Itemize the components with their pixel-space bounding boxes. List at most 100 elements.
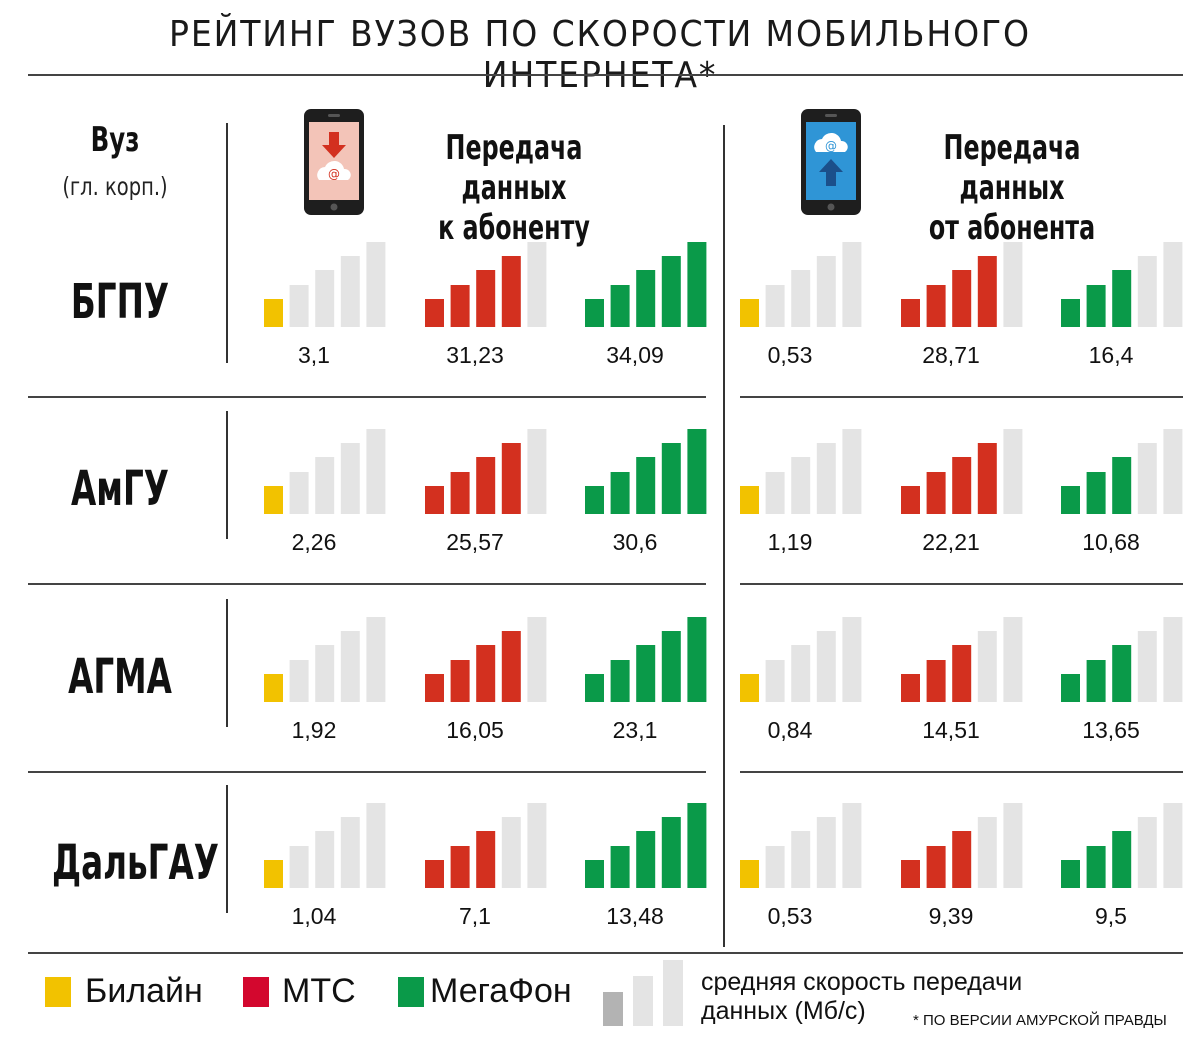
signal-bar-3	[476, 270, 496, 327]
download-value-megafon: 23,1	[612, 717, 658, 743]
signal-bar-2	[450, 660, 470, 702]
legend-beeline-label: Билайн	[85, 972, 203, 1010]
signal-bar-4	[501, 631, 521, 702]
signal-bar-1	[425, 486, 444, 514]
signal-bars-download-mts-row3	[425, 617, 547, 702]
signal-bar-4	[501, 817, 521, 888]
signal-bar-2	[765, 285, 785, 327]
signal-bar-4	[1137, 256, 1157, 327]
signal-bar-2	[289, 285, 309, 327]
signal-bar-2	[610, 660, 630, 702]
signal-bar-5	[1163, 242, 1183, 327]
signal-bars-upload-beeline-row1	[740, 242, 862, 327]
row-separator-right	[740, 396, 1183, 398]
signal-bar-5	[1003, 242, 1023, 327]
signal-bar-5	[1003, 617, 1023, 702]
download-value-mts: 7,1	[459, 903, 491, 929]
signal-bar-3	[952, 645, 972, 702]
signal-bars-download-beeline-row3	[264, 617, 386, 702]
signal-bar-3	[636, 645, 656, 702]
signal-bar-5	[842, 803, 862, 888]
signal-bar-2	[926, 285, 946, 327]
svg-text:@: @	[328, 167, 340, 181]
signal-bar-3	[315, 270, 335, 327]
signal-bar-5	[527, 617, 547, 702]
signal-bar-5	[527, 429, 547, 514]
signal-bar-1	[901, 299, 920, 327]
upload-value-beeline: 1,19	[767, 529, 813, 555]
signal-bar-3	[1112, 457, 1132, 514]
phone-download-icon: @	[304, 109, 364, 215]
signal-bar-2	[450, 472, 470, 514]
signal-bar-1	[585, 674, 604, 702]
download-value-beeline: 1,04	[291, 903, 337, 929]
svg-text:@: @	[825, 139, 837, 153]
upload-header-line1: Передача данных	[943, 128, 1081, 208]
download-value-mts: 16,05	[446, 717, 504, 743]
signal-bar-4	[977, 817, 997, 888]
signal-bar-3	[1112, 831, 1132, 888]
signal-bars-download-mts-row1	[425, 242, 547, 327]
signal-bar-3	[636, 457, 656, 514]
signal-bar-1	[901, 674, 920, 702]
signal-bar-5	[687, 242, 707, 327]
upload-value-beeline: 0,53	[767, 903, 813, 929]
signal-bar-1	[740, 860, 759, 888]
signal-bar-4	[661, 817, 681, 888]
signal-bars-upload-mts-row4	[901, 803, 1023, 888]
signal-bar-1	[740, 299, 759, 327]
signal-bars-upload-mts-row1	[901, 242, 1023, 327]
signal-bar-1	[585, 486, 604, 514]
signal-bars-download-megafon-row3	[585, 617, 707, 702]
title-divider	[28, 74, 1183, 76]
signal-bar-3	[952, 831, 972, 888]
signal-bar-1	[740, 674, 759, 702]
vuz-header: Вуз	[90, 120, 140, 160]
legend-megafon-swatch	[398, 977, 424, 1007]
signal-bar-4	[501, 443, 521, 514]
row-separator-right	[740, 771, 1183, 773]
signal-bar-2	[610, 846, 630, 888]
signal-bars-upload-beeline-row2	[740, 429, 862, 514]
university-label: БГПУ	[70, 274, 170, 330]
download-value-beeline: 1,92	[291, 717, 337, 743]
signal-bar-4	[1137, 443, 1157, 514]
upload-value-beeline: 0,53	[767, 342, 813, 368]
signal-bars-upload-megafon-row1	[1061, 242, 1183, 327]
signal-bar-5	[687, 617, 707, 702]
signal-bar-3	[476, 831, 496, 888]
signal-bar-5	[687, 803, 707, 888]
row-separator-left	[28, 771, 706, 773]
signal-bar-1	[1061, 860, 1080, 888]
signal-bar-5	[366, 429, 386, 514]
signal-bar-4	[661, 443, 681, 514]
signal-bar-3	[791, 270, 811, 327]
signal-bar-2	[1086, 660, 1106, 702]
signal-bar-3	[1112, 270, 1132, 327]
signal-bar-3	[315, 831, 335, 888]
upload-value-mts: 28,71	[922, 342, 980, 368]
signal-bar-1	[425, 674, 444, 702]
signal-bar-3	[791, 457, 811, 514]
signal-bars-upload-beeline-row4	[740, 803, 862, 888]
upload-header: Передача данных от абонента	[907, 128, 1117, 248]
signal-bar-1	[740, 486, 759, 514]
signal-bars-upload-megafon-row4	[1061, 803, 1183, 888]
signal-bar-2	[1086, 846, 1106, 888]
signal-bar-4	[816, 443, 836, 514]
download-value-beeline: 2,26	[291, 529, 337, 555]
signal-bar-4	[1137, 631, 1157, 702]
signal-bar-2	[1086, 472, 1106, 514]
upload-value-mts: 14,51	[922, 717, 980, 743]
signal-bar-2	[610, 472, 630, 514]
signal-bar-5	[1163, 803, 1183, 888]
upload-value-beeline: 0,84	[767, 717, 813, 743]
signal-bar-2	[926, 472, 946, 514]
vuz-subheader: (гл. корп.)	[62, 172, 168, 201]
signal-bars-upload-megafon-row3	[1061, 617, 1183, 702]
signal-bar-2	[450, 846, 470, 888]
signal-bar-3	[476, 457, 496, 514]
signal-bar-1	[1061, 486, 1080, 514]
signal-bar-5	[366, 242, 386, 327]
signal-bar-3	[636, 270, 656, 327]
